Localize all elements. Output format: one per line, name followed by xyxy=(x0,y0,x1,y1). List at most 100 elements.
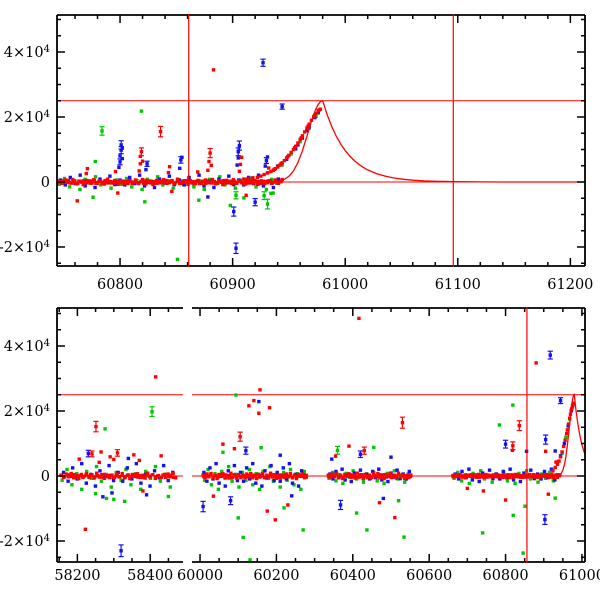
data-point-green xyxy=(143,469,148,474)
data-point-blue xyxy=(121,479,125,483)
data-point-green xyxy=(100,129,104,133)
data-point-blue xyxy=(287,461,292,466)
data-point-red xyxy=(213,473,218,478)
data-point-red xyxy=(251,473,255,477)
data-point-red xyxy=(255,476,259,481)
data-point-blue xyxy=(70,466,75,470)
data-point-red xyxy=(261,179,265,183)
data-point-red xyxy=(246,180,250,184)
data-point-red xyxy=(257,411,261,415)
data-point-red xyxy=(363,472,367,477)
data-point-red xyxy=(558,455,563,459)
data-point-red xyxy=(235,476,239,481)
data-point-red xyxy=(175,177,180,181)
data-point-red xyxy=(534,361,538,365)
data-point-red xyxy=(299,474,304,478)
data-point-red xyxy=(221,180,226,185)
x-tick-label: 60900 xyxy=(210,277,256,293)
model-light-curve xyxy=(266,99,585,183)
data-point-red xyxy=(244,475,248,479)
data-point-red xyxy=(84,473,88,477)
data-point-red xyxy=(90,473,94,477)
scatter-points-red xyxy=(59,316,576,532)
data-point-green xyxy=(112,497,116,502)
data-point-green xyxy=(403,480,407,484)
data-point-blue xyxy=(86,451,91,456)
data-point-blue xyxy=(235,478,240,483)
data-point-green xyxy=(171,186,175,190)
data-point-green xyxy=(234,193,238,198)
data-point-red xyxy=(150,473,155,477)
data-point-red xyxy=(74,182,78,186)
data-point-red xyxy=(274,473,278,478)
data-point-red xyxy=(265,509,269,513)
data-point-green xyxy=(103,427,107,431)
data-point-red xyxy=(304,473,309,477)
data-point-green xyxy=(505,479,510,483)
data-point-red xyxy=(84,181,89,185)
data-point-red xyxy=(63,180,68,184)
data-point-red xyxy=(546,492,551,496)
data-point-red xyxy=(166,472,170,476)
data-point-blue xyxy=(407,469,412,474)
data-point-red xyxy=(200,179,205,183)
data-point-red xyxy=(391,473,396,477)
data-point-green xyxy=(221,450,225,454)
data-point-blue xyxy=(543,437,548,442)
data-point-red xyxy=(294,476,299,481)
data-point-red xyxy=(155,181,159,185)
data-point-red xyxy=(81,475,85,480)
data-point-blue xyxy=(548,353,552,357)
data-point-red xyxy=(360,474,365,479)
data-point-red xyxy=(167,165,172,169)
data-point-red xyxy=(206,168,210,172)
data-point-red xyxy=(246,176,251,181)
data-point-green xyxy=(192,185,196,189)
data-point-blue xyxy=(144,493,149,497)
data-point-green xyxy=(130,185,134,189)
data-point-red xyxy=(207,181,211,185)
data-point-blue xyxy=(119,148,123,152)
data-point-red xyxy=(212,179,217,184)
y-axis-ticks xyxy=(57,18,585,264)
data-point-red xyxy=(451,474,455,479)
data-point-blue xyxy=(157,177,162,181)
data-point-blue xyxy=(80,461,84,466)
data-point-blue xyxy=(460,469,464,474)
data-point-red xyxy=(353,476,357,480)
data-point-red xyxy=(207,159,211,164)
y-axis-labels: -2×104 0 2×104 4×104 xyxy=(0,44,50,256)
data-point-red xyxy=(542,474,547,478)
data-point-green xyxy=(536,480,540,484)
data-point-green xyxy=(521,551,525,555)
data-point-red xyxy=(279,162,283,166)
data-point-red xyxy=(384,472,388,477)
data-point-red xyxy=(172,182,176,186)
data-point-green xyxy=(281,470,286,475)
data-point-red xyxy=(553,465,557,470)
data-point-red xyxy=(276,475,281,479)
data-point-red xyxy=(331,474,336,478)
data-point-blue xyxy=(98,469,102,473)
data-point-blue xyxy=(299,469,304,473)
data-point-red xyxy=(521,475,525,479)
data-point-red xyxy=(141,475,146,480)
data-point-blue xyxy=(166,478,170,483)
data-point-red xyxy=(142,180,147,184)
data-point-red xyxy=(353,473,357,478)
data-point-red xyxy=(517,423,522,428)
data-point-red xyxy=(263,181,267,186)
data-point-green xyxy=(109,186,113,190)
data-point-red xyxy=(164,178,168,183)
data-point-red xyxy=(465,486,470,491)
y-tick-label: 0 xyxy=(41,175,50,191)
data-point-red xyxy=(348,473,353,477)
data-point-red xyxy=(358,473,362,477)
data-point-blue xyxy=(120,146,124,150)
data-point-green xyxy=(155,175,160,179)
data-point-green xyxy=(334,479,338,483)
data-point-red xyxy=(231,178,236,182)
data-point-red xyxy=(267,474,271,478)
